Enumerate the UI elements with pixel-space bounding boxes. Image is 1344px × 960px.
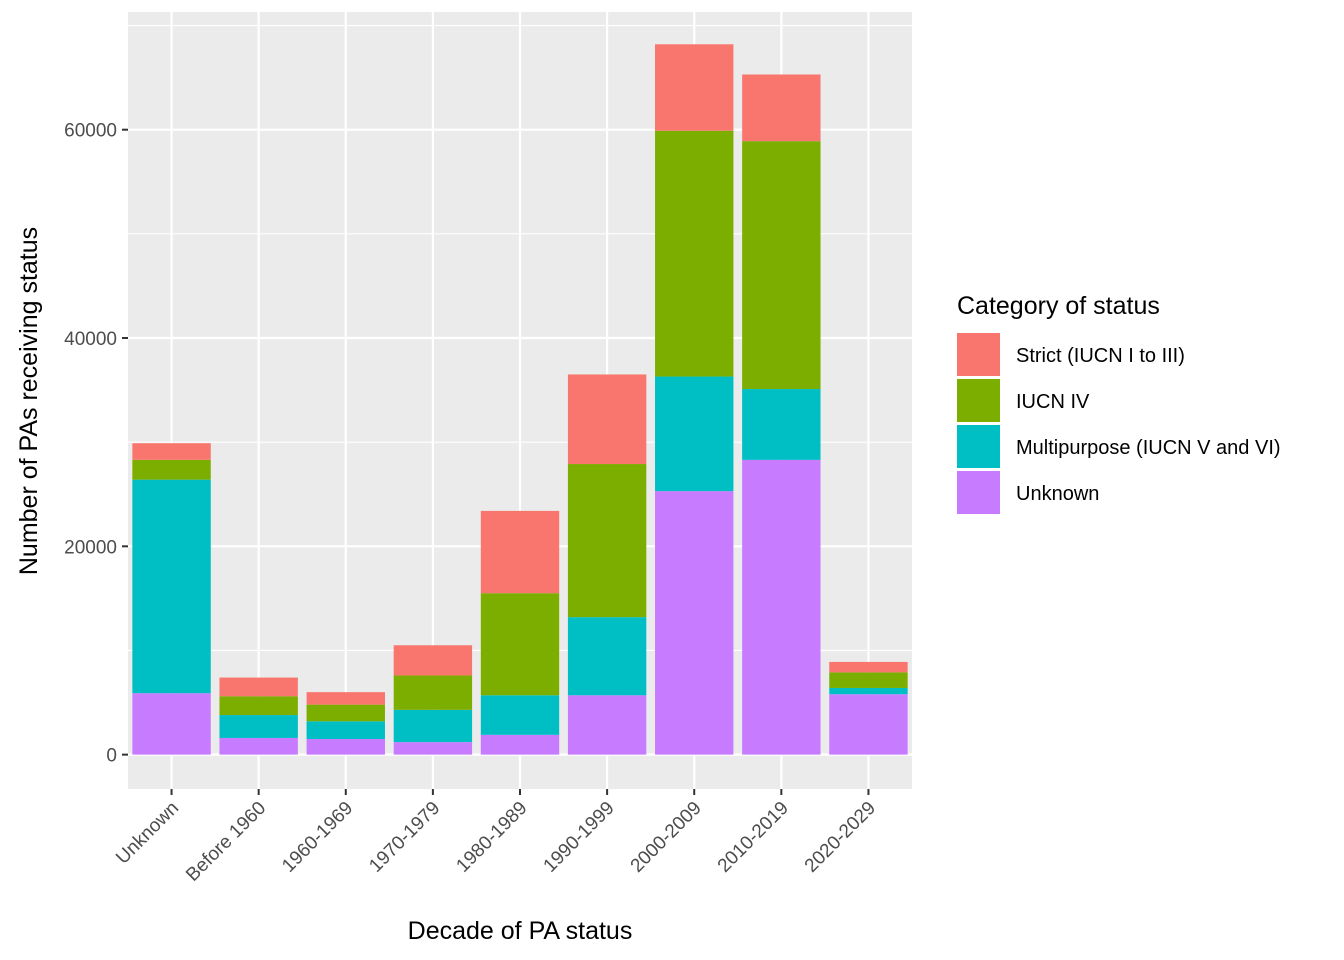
bar-segment (480, 593, 560, 696)
bar-segment (742, 389, 821, 460)
bars (132, 44, 908, 755)
y-axis-title: Number of PAs receiving status (15, 227, 43, 575)
bar-segment (219, 715, 298, 738)
bar-segment (829, 661, 908, 673)
x-tick-label: 2010-2019 (714, 798, 793, 877)
bar-segment (655, 491, 734, 755)
bar-segment (567, 464, 647, 618)
bar-segment (480, 510, 560, 594)
legend-label: Unknown (1016, 483, 1099, 505)
bar-segment (306, 704, 385, 722)
bar-segment (219, 677, 298, 697)
legend-title: Category of status (957, 292, 1160, 320)
bar-segment (393, 675, 473, 710)
bar-segment (655, 130, 734, 377)
bar-segment (393, 742, 473, 755)
bar-segment (655, 44, 734, 131)
legend-swatch (957, 471, 1000, 514)
legend-label: IUCN IV (1016, 391, 1090, 413)
x-axis: Unknown Before 1960 1960-1969 1970-1979 1980… (112, 789, 880, 886)
bar-segment (567, 617, 647, 696)
bar-segment (829, 694, 908, 755)
bar-segment (393, 709, 473, 743)
bar-segment (132, 693, 211, 755)
bar-segment (306, 721, 385, 740)
x-tick-label: Before 1960 (182, 798, 270, 886)
legend-swatch (957, 379, 1000, 422)
bar-segment (132, 479, 211, 694)
legend-swatch (957, 333, 1000, 376)
x-tick-label: Unknown (112, 798, 183, 869)
legend-label: Strict (IUCN I to III) (1016, 345, 1185, 367)
bar-segment (655, 376, 734, 492)
bar-segment (829, 687, 908, 695)
y-tick-label: 40000 (64, 329, 117, 350)
x-tick-label: 1970-1979 (365, 798, 444, 877)
x-tick-label: 2000-2009 (627, 798, 706, 877)
bar-segment (567, 695, 647, 755)
bar-segment (742, 141, 821, 390)
bar-segment (480, 734, 560, 755)
y-tick-label: 20000 (64, 537, 117, 558)
bar-segment (567, 374, 647, 465)
bar-segment (132, 443, 211, 460)
bar-segment (306, 739, 385, 755)
bar-segment (480, 695, 560, 735)
bar-segment (219, 737, 298, 755)
bar-segment (306, 692, 385, 705)
x-tick-label: 1990-1999 (540, 798, 619, 877)
y-tick-label: 0 (106, 746, 117, 767)
bar-segment (742, 74, 821, 142)
x-axis-title: Decade of PA status (408, 917, 633, 945)
bar-segment (742, 459, 821, 755)
y-axis: 0 20000 40000 60000 (64, 121, 128, 767)
legend-swatch (957, 425, 1000, 468)
bar-segment (829, 672, 908, 688)
y-tick-label: 60000 (64, 121, 117, 142)
bar-segment (393, 645, 473, 676)
legend: Category of status Strict (IUCN I to III… (957, 292, 1281, 514)
x-tick-label: 1960-1969 (278, 798, 357, 877)
legend-label: Multipurpose (IUCN V and VI) (1016, 437, 1281, 459)
x-tick-label: 1980-1989 (452, 798, 531, 877)
bar-segment (219, 696, 298, 716)
bar-segment (132, 459, 211, 480)
x-tick-label: 2020-2029 (801, 798, 880, 877)
